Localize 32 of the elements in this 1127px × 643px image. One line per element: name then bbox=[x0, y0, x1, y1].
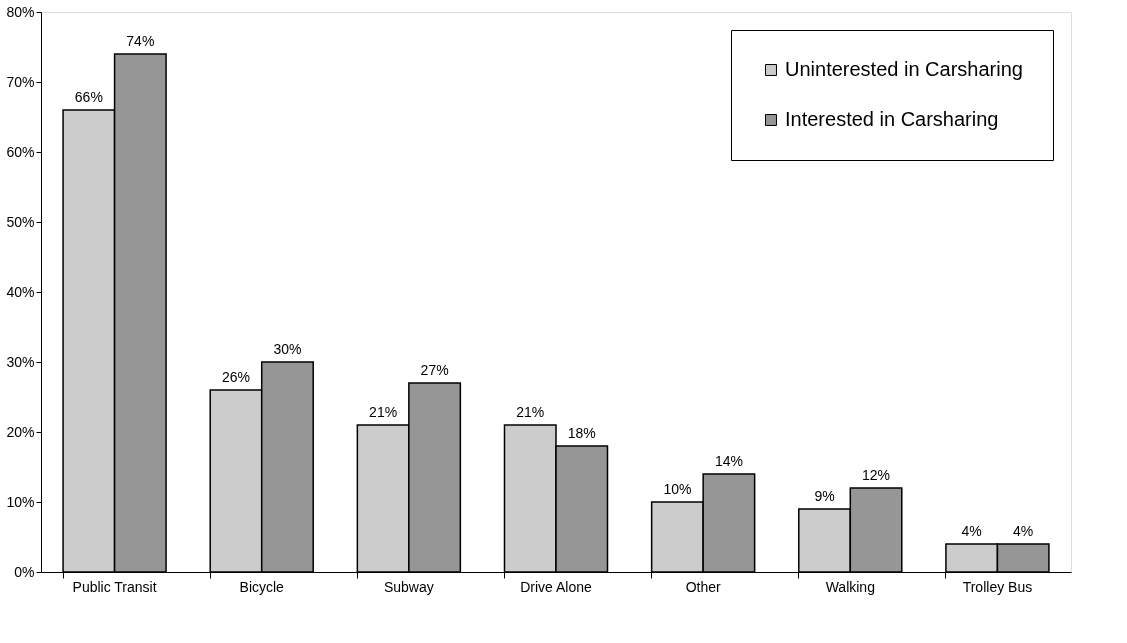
y-tick-label: 70% bbox=[6, 73, 35, 90]
x-tick-label: Public Transit bbox=[72, 578, 157, 595]
data-label: 21% bbox=[369, 404, 398, 420]
y-tick-label: 10% bbox=[6, 493, 35, 510]
data-label: 4% bbox=[961, 523, 982, 539]
data-label: 66% bbox=[74, 89, 103, 105]
data-label: 14% bbox=[714, 453, 743, 469]
data-label: 74% bbox=[126, 33, 155, 49]
legend-label: Interested in Carsharing bbox=[785, 108, 999, 130]
data-label: 18% bbox=[567, 425, 596, 441]
data-label: 9% bbox=[814, 488, 835, 504]
y-tick-label: 50% bbox=[6, 213, 35, 230]
y-tick-label: 80% bbox=[6, 3, 35, 20]
data-label: 4% bbox=[1013, 523, 1034, 539]
x-tick-label: Walking bbox=[825, 578, 875, 595]
legend-label: Uninterested in Carsharing bbox=[785, 58, 1023, 80]
x-tick-label: Drive Alone bbox=[520, 578, 593, 595]
data-label: 10% bbox=[663, 481, 692, 497]
y-tick-label: 40% bbox=[6, 283, 35, 300]
data-label: 21% bbox=[516, 404, 545, 420]
y-tick-label: 20% bbox=[6, 423, 35, 440]
data-label: 30% bbox=[273, 341, 302, 357]
y-tick-label: 30% bbox=[6, 353, 35, 370]
x-tick-label: Other bbox=[685, 578, 721, 595]
data-label: 27% bbox=[420, 362, 449, 378]
x-tick-label: Bicycle bbox=[239, 578, 285, 595]
data-label: 26% bbox=[221, 369, 250, 385]
y-tick-label: 0% bbox=[14, 563, 35, 580]
y-tick-label: 60% bbox=[6, 143, 35, 160]
x-tick-label: Trolley Bus bbox=[962, 578, 1033, 595]
x-tick-label: Subway bbox=[383, 578, 434, 595]
data-label: 12% bbox=[862, 467, 891, 483]
